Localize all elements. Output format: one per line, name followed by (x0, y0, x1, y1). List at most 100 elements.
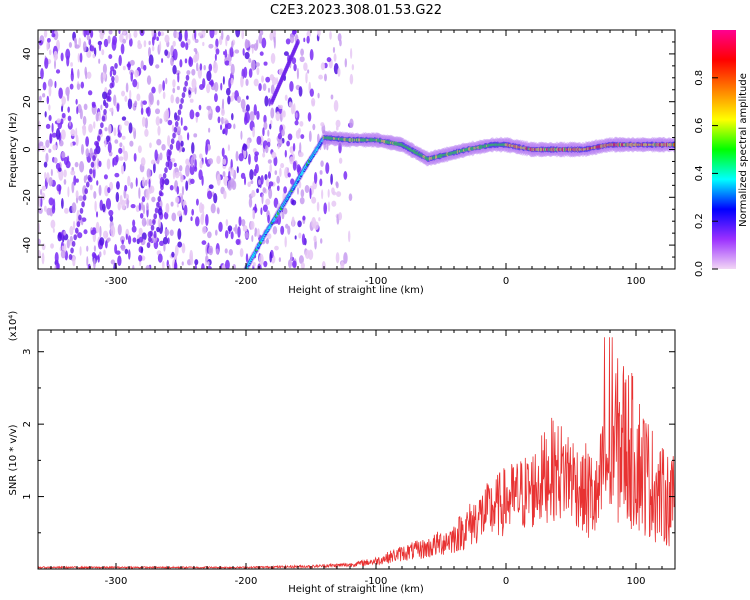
noise-speckle (63, 169, 67, 178)
noise-speckle (155, 108, 161, 115)
noise-speckle (133, 30, 138, 38)
noise-speckle (246, 95, 249, 100)
ridge-speckle (107, 89, 112, 96)
noise-speckle (151, 196, 156, 203)
noise-speckle (125, 193, 130, 200)
noise-speckle (162, 80, 166, 91)
spectrogram-y-label: Frequency (Hz) (8, 112, 19, 188)
noise-speckle (70, 67, 74, 76)
noise-speckle (46, 95, 50, 105)
noise-speckle (250, 180, 254, 185)
ridge-speckle (100, 122, 104, 129)
ridge-speckle (153, 213, 158, 220)
noise-speckle (241, 30, 245, 40)
noise-speckle (138, 202, 142, 212)
colorbar-ticks: 0.0 0.2 0.4 0.6 0.8 (694, 70, 718, 277)
noise-speckle (270, 84, 275, 95)
noise-speckle (176, 185, 180, 195)
noise-speckle (320, 238, 323, 244)
noise-speckle (118, 147, 123, 154)
noise-speckle (299, 197, 305, 205)
noise-speckle (250, 44, 256, 49)
noise-speckle (125, 233, 128, 240)
noise-speckle (280, 225, 285, 236)
noise-speckle (92, 167, 96, 179)
noise-speckle (148, 218, 153, 227)
noise-speckle (231, 40, 234, 49)
noise-speckle (110, 259, 116, 265)
noise-speckle (118, 156, 124, 161)
noise-speckle (263, 260, 268, 268)
noise-speckle (349, 47, 353, 59)
noise-speckle (153, 162, 156, 174)
ridge-speckle (156, 201, 160, 208)
noise-speckle (248, 153, 251, 165)
noise-speckle (291, 30, 297, 35)
noise-speckle (195, 48, 198, 55)
ridge-speckle (161, 178, 166, 185)
noise-speckle (267, 129, 270, 137)
noise-speckle (119, 142, 123, 148)
noise-speckle (115, 191, 120, 203)
noise-speckle (295, 129, 301, 139)
noise-speckle (309, 49, 314, 61)
noise-speckle (41, 185, 47, 191)
noise-speckle (265, 238, 270, 245)
noise-speckle (170, 94, 174, 104)
noise-speckle (58, 140, 64, 147)
spectrogram-x-tick-label: 100 (626, 276, 645, 287)
noise-speckle (172, 87, 176, 94)
noise-speckle (189, 109, 195, 120)
noise-speckle (293, 63, 297, 72)
noise-speckle (163, 242, 166, 252)
noise-speckle (234, 223, 238, 235)
noise-speckle (321, 260, 326, 269)
noise-speckle (254, 232, 257, 237)
noise-speckle (254, 203, 257, 212)
ridge-speckle (181, 92, 186, 99)
noise-speckle (297, 220, 302, 228)
noise-speckle (129, 89, 132, 100)
noise-speckle (240, 75, 244, 88)
noise-speckle (176, 85, 180, 91)
ridge-speckle (71, 240, 76, 247)
noise-speckle (225, 87, 231, 96)
noise-speckle (190, 216, 193, 222)
noise-speckle (203, 65, 206, 71)
noise-speckle (284, 149, 287, 158)
noise-speckle (324, 73, 327, 82)
noise-speckle (180, 140, 184, 147)
noise-speckle (233, 123, 236, 130)
noise-speckle (120, 164, 125, 175)
noise-speckle (230, 231, 234, 240)
noise-speckle (76, 106, 79, 115)
noise-speckle (76, 83, 81, 90)
noise-speckle (61, 105, 64, 113)
noise-speckle (80, 81, 85, 89)
noise-speckle (98, 184, 102, 196)
noise-speckle (55, 162, 61, 170)
noise-speckle (161, 260, 165, 269)
noise-speckle (213, 193, 218, 204)
noise-speckle (190, 87, 195, 93)
noise-speckle (214, 229, 218, 236)
noise-speckle (158, 84, 162, 94)
noise-speckle (148, 54, 154, 66)
noise-speckle (238, 216, 242, 227)
noise-speckle (157, 125, 161, 136)
noise-speckle (210, 79, 214, 87)
noise-speckle (114, 172, 120, 178)
noise-speckle (145, 107, 149, 114)
noise-speckle (102, 63, 107, 75)
noise-speckle (121, 135, 126, 140)
noise-speckle (201, 263, 205, 269)
noise-speckle (133, 153, 137, 162)
noise-speckle (271, 151, 277, 159)
noise-speckle (112, 156, 118, 166)
noise-speckle (173, 261, 178, 269)
noise-speckle (224, 248, 228, 254)
noise-speckle (128, 37, 133, 47)
noise-speckle (298, 181, 302, 189)
noise-speckle (264, 145, 269, 154)
noise-speckle (172, 169, 176, 180)
